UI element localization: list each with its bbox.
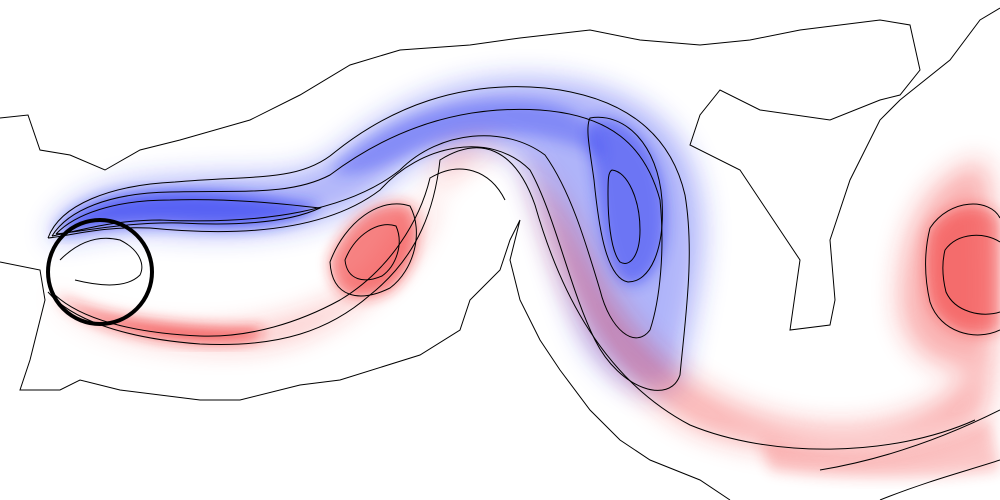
negative-vorticity-core-2 <box>587 118 666 285</box>
vorticity-contours <box>0 7 1000 500</box>
negative-vorticity-region <box>48 78 703 392</box>
positive-contour-1 <box>47 147 976 450</box>
positive-vorticity-core-3 <box>926 206 1000 334</box>
positive-contour-5 <box>925 203 1000 336</box>
negative-contour-5 <box>607 169 641 264</box>
negative-contour-2 <box>51 108 663 339</box>
negative-contour-3 <box>55 199 322 235</box>
positive-contour-2 <box>54 168 506 337</box>
positive-contour-4 <box>344 224 400 281</box>
negative-contour-1 <box>47 86 690 391</box>
negative-contour-4 <box>587 116 663 283</box>
cylinder <box>46 218 154 326</box>
positive-contour-3 <box>329 203 417 297</box>
lower-envelope-contour <box>0 219 731 500</box>
positive-contour-tail <box>819 409 1000 471</box>
cylinder-inner-contour <box>59 237 143 286</box>
positive-vorticity-core <box>55 295 263 343</box>
positive-contour-tail-2 <box>879 459 1000 500</box>
outer-envelope-contour <box>0 7 1000 331</box>
positive-vorticity-region <box>48 143 995 452</box>
positive-vorticity-tail <box>760 420 1000 478</box>
cylinder-outline <box>46 218 154 326</box>
positive-contour-6 <box>942 234 1000 315</box>
vorticity-shading <box>48 78 1000 478</box>
